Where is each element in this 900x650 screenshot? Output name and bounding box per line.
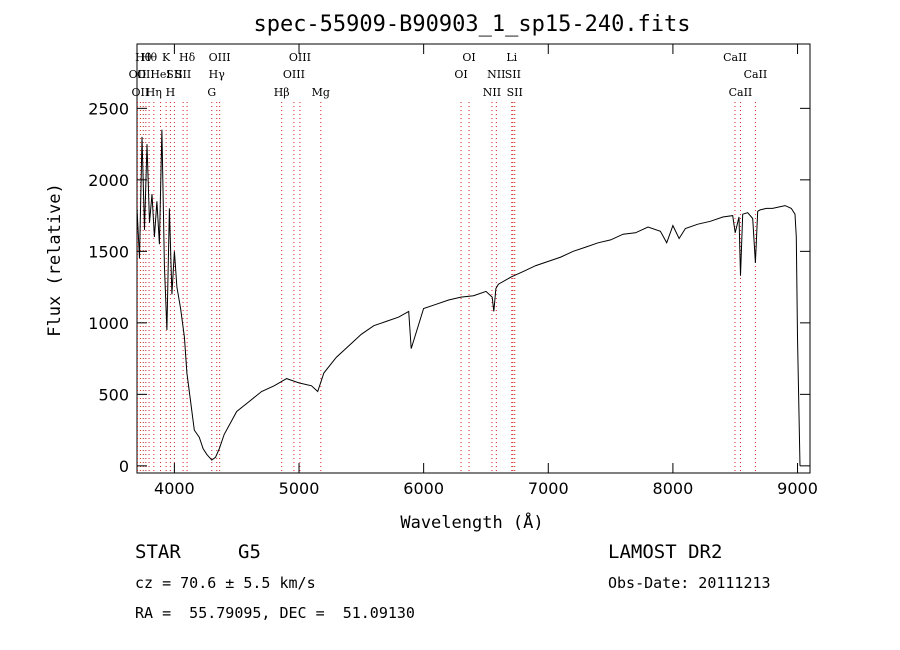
obs-date-text: Obs-Date: 20111213: [608, 574, 771, 592]
plot-frame: [136, 43, 811, 474]
object-subclass: G5: [238, 541, 261, 563]
spectral-line-label: G: [207, 86, 216, 99]
coordinates-text: RA = 55.79095, DEC = 51.09130: [135, 604, 415, 622]
spectral-line-label: CaII: [729, 86, 753, 99]
spectral-line-label: SII: [507, 86, 523, 99]
x-tick-label: 5000: [279, 479, 320, 498]
spectral-line-label: H: [166, 86, 176, 99]
spectral-line-label: SII: [505, 68, 521, 81]
x-tick-label: 9000: [777, 479, 818, 498]
spectral-line-label: OIII: [283, 68, 305, 81]
spectral-line-label: OI: [454, 68, 467, 81]
x-tick-label: 7000: [528, 479, 569, 498]
spectral-line-label: Hθ: [135, 51, 152, 64]
spectral-line-label: OIII: [209, 51, 231, 64]
redshift-text: cz = 70.6 ± 5.5 km/s: [135, 574, 316, 592]
x-tick-label: 4000: [154, 479, 195, 498]
x-axis-label: Wavelength (Å): [400, 511, 543, 533]
survey-name: LAMOST DR2: [608, 541, 723, 563]
y-tick-label: 500: [98, 385, 129, 404]
y-axis-label: Flux (relative): [45, 183, 65, 337]
spectral-line-label: Hη: [146, 86, 162, 99]
spectral-line-label: OII: [129, 68, 147, 81]
spectral-line-label: OII: [132, 86, 150, 99]
spectral-line-label: SII: [175, 68, 191, 81]
spectral-line-label: NII: [483, 86, 501, 99]
spectral-line-label: Mg: [312, 86, 330, 99]
y-tick-label: 2000: [88, 171, 129, 190]
spectral-line-markers: OIIOIIHθOIIHθHηHeIKHSIISIIHδGHγOIIIHβOII…: [129, 51, 768, 473]
spectral-line-label: HeI: [150, 68, 170, 81]
x-tick-label: 6000: [403, 479, 444, 498]
spectral-line-label: CaII: [744, 68, 768, 81]
axis-ticks: 4000 5000 6000 7000 8000 9000 0 500 1000 1500 2000…: [88, 44, 818, 498]
spectral-line-label: Hθ: [141, 51, 158, 64]
flux-series-line: [136, 129, 801, 466]
y-tick-label: 0: [119, 457, 129, 476]
object-type: STAR: [135, 541, 181, 563]
y-tick-label: 1500: [88, 242, 129, 261]
chart-title: spec-55909-B90903_1_sp15-240.fits: [253, 12, 690, 37]
spectral-line-label: Hγ: [209, 68, 226, 81]
x-tick-label: 8000: [653, 479, 694, 498]
spectral-line-label: OIII: [289, 51, 311, 64]
spectral-line-label: SII: [166, 68, 182, 81]
y-tick-label: 1000: [88, 314, 129, 333]
y-tick-label: 2500: [88, 99, 129, 118]
spectral-line-label: Li: [506, 51, 517, 64]
spectral-line-label: Hβ: [274, 86, 290, 99]
spectral-line-label: NII: [487, 68, 505, 81]
spectral-line-label: OII: [137, 68, 155, 81]
spectral-line-label: Hδ: [179, 51, 196, 64]
spectral-line-label: K: [162, 51, 171, 64]
spectral-line-label: CaII: [723, 51, 747, 64]
spectral-line-label: OI: [462, 51, 475, 64]
